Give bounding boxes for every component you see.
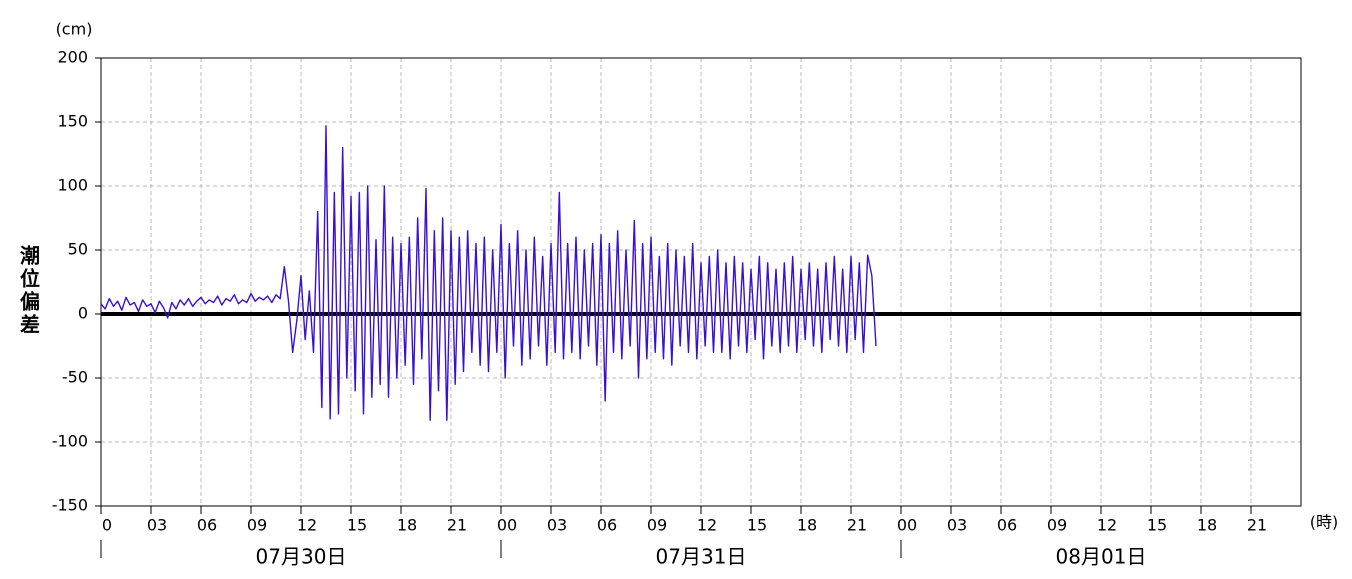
x-tick-label: 03 (547, 516, 567, 535)
x-tick-label: 03 (147, 516, 167, 535)
x-tick-label: 09 (1047, 516, 1067, 535)
day-label: 07月31日 (656, 545, 747, 569)
x-tick-label: 06 (997, 516, 1017, 535)
x-tick-label: 12 (297, 516, 317, 535)
x-tick-label: 15 (747, 516, 767, 535)
day-label: 08月01日 (1056, 545, 1147, 569)
x-tick-label: 03 (947, 516, 967, 535)
x-tick-label: 18 (1197, 516, 1217, 535)
y-tick-label: 200 (57, 48, 88, 67)
day-label: 07月30日 (256, 545, 347, 569)
x-tick-label: 18 (397, 516, 417, 535)
x-tick-label: 21 (447, 516, 467, 535)
x-tick-label: 09 (247, 516, 267, 535)
data-line (100, 125, 877, 421)
y-unit: (cm) (56, 20, 93, 39)
x-tick-label: 00 (897, 516, 917, 535)
y-axis-title: 潮位偏差 (17, 245, 41, 337)
y-tick-label: -100 (52, 432, 88, 451)
x-tick-label: 21 (847, 516, 867, 535)
x-tick-label: 12 (1097, 516, 1117, 535)
y-tick-label: 150 (57, 112, 88, 131)
y-tick-label: 100 (57, 176, 88, 195)
x-tick-label: 00 (497, 516, 517, 535)
x-tick-label: 0 (102, 516, 112, 535)
x-tick-label: 06 (597, 516, 617, 535)
y-tick-label: -50 (62, 368, 88, 387)
x-tick-label: 12 (697, 516, 717, 535)
x-tick-label: 15 (347, 516, 367, 535)
y-tick-label: -150 (52, 496, 88, 515)
x-tick-label: 09 (647, 516, 667, 535)
plot-frame (100, 57, 1302, 507)
x-tick-label: 21 (1247, 516, 1267, 535)
x-unit: (時) (1310, 513, 1339, 532)
x-tick-label: 18 (797, 516, 817, 535)
y-tick-label: 50 (68, 240, 88, 259)
x-tick-label: 06 (197, 516, 217, 535)
x-tick-label: 15 (1147, 516, 1167, 535)
y-tick-label: 0 (78, 304, 88, 323)
